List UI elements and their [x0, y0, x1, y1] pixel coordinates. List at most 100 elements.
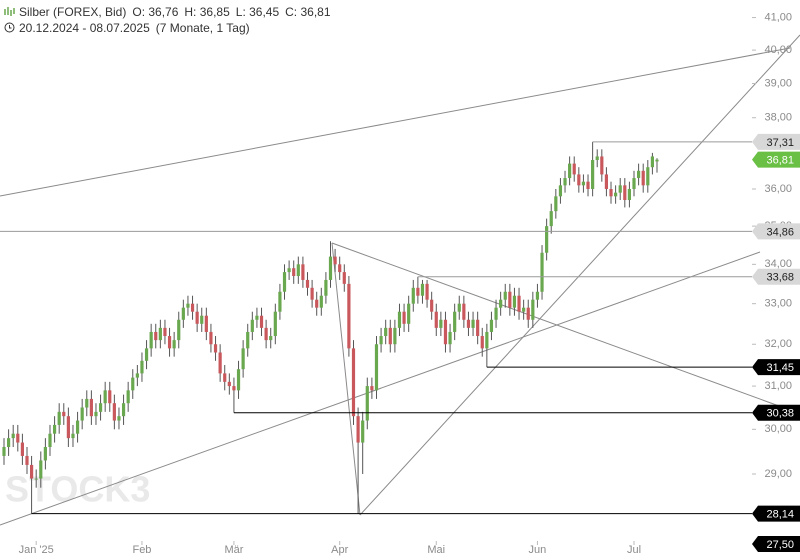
candle-body [232, 386, 236, 391]
candle-body [508, 291, 512, 308]
candle-body [328, 256, 333, 280]
candle-body [379, 336, 383, 345]
candle-body [158, 327, 162, 341]
last-price-label: 36,81 [766, 155, 794, 167]
quote: C: 36,81 [285, 5, 331, 19]
candle-body [338, 264, 342, 273]
candle-body [650, 156, 655, 168]
candle-body [439, 319, 443, 328]
level-box [752, 223, 800, 240]
candle-body [531, 299, 535, 320]
icon [4, 22, 15, 33]
candle-body [627, 188, 632, 201]
candle-body [181, 307, 185, 320]
watermark: STOCK3 [5, 469, 150, 510]
icon [4, 7, 15, 16]
candle-body [540, 252, 544, 292]
candle-body [388, 327, 392, 345]
x-tick-label: Jun [529, 544, 547, 556]
level-label: 34,86 [766, 226, 794, 238]
candle-body [236, 369, 241, 391]
candle-body [57, 411, 61, 425]
candle-body [365, 386, 369, 421]
candle-body [2, 447, 6, 456]
candle-body [402, 311, 406, 324]
candle-body [25, 455, 29, 465]
candle-body [489, 319, 494, 332]
candle-body [655, 159, 659, 162]
level-box [752, 268, 800, 285]
x-tick-label: Apr [331, 544, 348, 556]
candle-body [503, 291, 507, 300]
y-tick-label: 38,00 [764, 112, 792, 124]
candle-body [448, 331, 452, 345]
candle-body [80, 407, 84, 421]
x-tick-label: Mär [224, 544, 243, 556]
candle-body [577, 174, 581, 186]
candle-body [34, 478, 38, 480]
y-tick-label: 29,00 [764, 468, 792, 480]
candle-body [591, 160, 595, 189]
candle-body [48, 433, 52, 448]
candle-body [213, 344, 218, 353]
candle-body [264, 327, 268, 341]
candle-body [572, 163, 576, 175]
candle-body [85, 398, 89, 408]
candle-body [16, 433, 20, 443]
trend-lines [0, 34, 800, 526]
candle-body [347, 283, 351, 349]
level-label: 33,68 [766, 272, 794, 284]
candle-body [425, 283, 429, 300]
trend-line [331, 242, 361, 516]
candle-body [172, 340, 176, 349]
candle-body [374, 344, 379, 391]
candle-body [223, 373, 227, 382]
candle-body [103, 390, 107, 404]
candle-body [167, 336, 172, 349]
candle-body [517, 295, 521, 312]
header-line: Silber (FOREX, Bid) O: 36,76 H: 36,85 L: 36… [4, 4, 337, 20]
candle-body [108, 390, 112, 404]
x-tick-label: Jan '25 [19, 544, 54, 556]
candle-body [149, 331, 153, 349]
candle-body [466, 319, 471, 328]
level-box [752, 133, 800, 150]
trend-line [331, 242, 791, 411]
candle-body [11, 433, 15, 439]
candle-body [6, 438, 11, 448]
level-label: 28,14 [766, 509, 794, 521]
candle-body [430, 299, 434, 312]
candle-body [190, 303, 195, 312]
candle-body [163, 327, 167, 337]
candle-body [296, 264, 300, 277]
candle-body [75, 420, 80, 434]
candle-body [356, 416, 360, 443]
candle-body [407, 303, 411, 324]
x-tick-label: Mai [427, 544, 445, 556]
level-label: 31,45 [766, 362, 794, 374]
candle-body [361, 420, 365, 443]
y-tick-label: 40,00 [764, 44, 792, 56]
candle-body [259, 315, 264, 328]
candle-body [195, 311, 199, 324]
candle-body [255, 315, 259, 320]
candle-body [250, 319, 254, 332]
level-label: 30,38 [766, 408, 794, 420]
candle-body [526, 307, 530, 320]
candle-body [434, 311, 438, 328]
trend-line [0, 251, 761, 526]
candle-body [315, 299, 319, 308]
y-tick-label: 27,50 [766, 539, 794, 551]
y-tick-label: 41,00 [764, 11, 792, 23]
y-tick-label: 30,00 [764, 423, 792, 435]
candle-body [471, 319, 475, 328]
candle-body [393, 327, 397, 345]
candle-body [342, 272, 346, 284]
candle-body [370, 386, 374, 391]
trend-line [359, 34, 800, 516]
candle-body [154, 331, 158, 341]
candle-body [351, 348, 356, 417]
candle-body [595, 156, 599, 161]
candle-body [420, 283, 425, 296]
